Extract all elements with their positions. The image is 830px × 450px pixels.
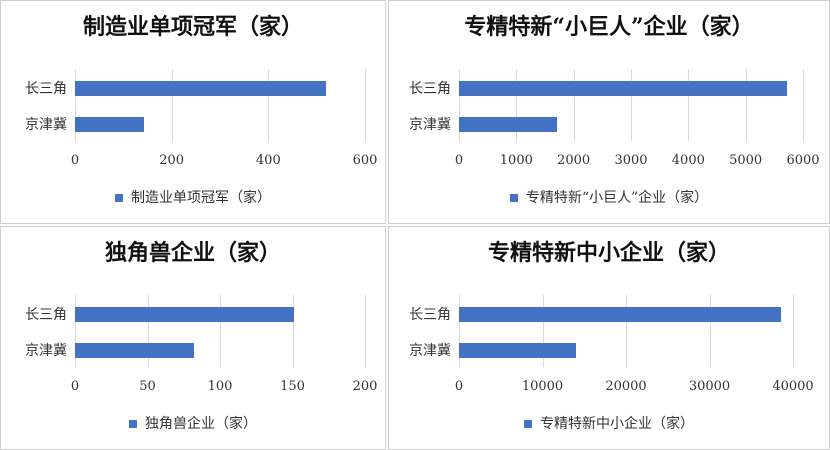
bar-京津冀 bbox=[75, 117, 145, 132]
gridline bbox=[459, 295, 460, 367]
bar-长三角 bbox=[459, 307, 782, 322]
x-tick-label: 0 bbox=[70, 379, 80, 394]
gridline bbox=[626, 295, 627, 367]
legend: 专精特新中小企业（家） bbox=[389, 413, 829, 433]
bar-京津冀 bbox=[459, 117, 558, 132]
plot-area bbox=[75, 69, 366, 141]
x-tick-label: 0 bbox=[70, 153, 80, 168]
gridline bbox=[220, 295, 221, 367]
bar-京津冀 bbox=[75, 343, 194, 358]
x-tick-label: 1000 bbox=[499, 153, 533, 168]
x-tick-label: 5000 bbox=[729, 153, 763, 168]
category-label: 长三角 bbox=[409, 81, 451, 97]
x-tick-label: 200 bbox=[352, 379, 378, 394]
x-tick-label: 20000 bbox=[605, 379, 647, 394]
legend-label: 专精特新“小巨人”企业（家） bbox=[525, 190, 709, 206]
bar-长三角 bbox=[459, 81, 787, 96]
x-tick-label: 50 bbox=[139, 379, 156, 394]
chart-title: 专精特新“小巨人”企业（家） bbox=[464, 14, 754, 40]
chart-title: 制造业单项冠军（家） bbox=[82, 14, 303, 40]
gridline bbox=[365, 295, 366, 367]
gridline bbox=[268, 69, 270, 141]
gridline bbox=[745, 69, 747, 141]
gridline bbox=[75, 69, 76, 141]
legend-swatch bbox=[509, 194, 518, 202]
gridline bbox=[542, 295, 544, 367]
x-tick-label: 150 bbox=[280, 379, 305, 394]
legend-swatch bbox=[524, 420, 532, 428]
x-tick-label: 100 bbox=[207, 379, 233, 394]
legend: 独角兽企业（家） bbox=[1, 413, 385, 433]
x-tick-label: 0 bbox=[454, 379, 464, 394]
legend-label: 专精特新中小企业（家） bbox=[540, 416, 694, 432]
x-tick-label: 2000 bbox=[557, 153, 591, 168]
gridline bbox=[171, 69, 173, 141]
x-tick-label: 400 bbox=[255, 153, 281, 168]
chart-title: 独角兽企业（家） bbox=[104, 240, 281, 266]
gridline bbox=[147, 295, 149, 367]
chart-panel: 制造业单项冠军（家） 0 200 400 600 长三角 京津冀 制造业单项冠军（家） bbox=[0, 0, 386, 224]
gridline bbox=[631, 69, 632, 141]
gridline bbox=[688, 69, 690, 141]
x-tick-label: 0 bbox=[454, 153, 464, 168]
legend-swatch bbox=[115, 194, 123, 202]
category-label: 京津冀 bbox=[409, 343, 451, 359]
x-tick-label: 3000 bbox=[614, 153, 648, 168]
category-label: 京津冀 bbox=[25, 343, 67, 359]
x-tick-label: 40000 bbox=[772, 379, 814, 394]
gridline bbox=[709, 295, 711, 367]
gridline bbox=[75, 295, 76, 367]
gridline bbox=[516, 69, 518, 141]
category-label: 长三角 bbox=[409, 307, 451, 323]
gridline bbox=[803, 69, 804, 141]
category-label: 长三角 bbox=[25, 81, 67, 97]
x-tick-label: 30000 bbox=[688, 379, 731, 394]
chart-panel: 独角兽企业（家） 0 50 100 150 200 长三角 京津冀 独角兽企业（家） bbox=[0, 226, 386, 450]
legend-swatch bbox=[129, 420, 137, 428]
x-tick-label: 4000 bbox=[671, 153, 705, 168]
gridline bbox=[292, 295, 294, 367]
bar-京津冀 bbox=[459, 343, 577, 358]
category-label: 京津冀 bbox=[409, 117, 451, 133]
x-tick-label: 6000 bbox=[786, 153, 820, 168]
plot-area bbox=[459, 69, 804, 141]
x-tick-label: 10000 bbox=[521, 379, 564, 394]
x-tick-label: 600 bbox=[352, 153, 378, 168]
gridline bbox=[459, 69, 460, 141]
gridline bbox=[573, 69, 575, 141]
chart-title: 专精特新中小企业（家） bbox=[487, 240, 730, 266]
category-label: 京津冀 bbox=[25, 117, 67, 133]
gridline bbox=[793, 295, 794, 367]
plot-area bbox=[75, 295, 366, 367]
gridline bbox=[365, 69, 366, 141]
chart-panel: 专精特新“小巨人”企业（家） 0 1000 2000 3000 4000 5000 6000 长… bbox=[388, 0, 830, 224]
bar-长三角 bbox=[75, 81, 327, 96]
legend: 制造业单项冠军（家） bbox=[1, 187, 385, 207]
legend: 专精特新“小巨人”企业（家） bbox=[389, 187, 829, 207]
bar-长三角 bbox=[75, 307, 294, 322]
chart-panel: 专精特新中小企业（家） 0 10000 20000 30000 40000 长三角 京津冀 专精… bbox=[388, 226, 830, 450]
category-label: 长三角 bbox=[25, 307, 67, 323]
plot-area bbox=[459, 295, 794, 367]
x-tick-label: 200 bbox=[159, 153, 185, 168]
legend-label: 独角兽企业（家） bbox=[145, 416, 257, 432]
legend-label: 制造业单项冠军（家） bbox=[131, 190, 271, 206]
